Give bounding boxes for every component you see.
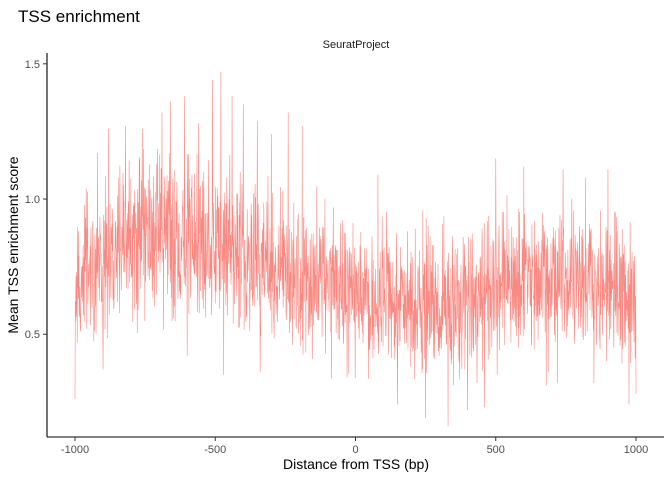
y-axis-ticks: 0.5 1.0 1.5 <box>25 59 47 341</box>
facet-strip-label: SeuratProject <box>323 39 390 51</box>
x-tick-label: 500 <box>487 444 505 456</box>
y-axis-title: Mean TSS enrichment score <box>5 156 21 333</box>
x-tick-label: -500 <box>204 444 226 456</box>
tss-profile-series <box>74 71 637 427</box>
x-tick-label: -1000 <box>61 444 89 456</box>
y-tick-label: 1.5 <box>25 59 40 71</box>
x-tick-label: 1000 <box>624 444 648 456</box>
y-tick-label: 1.0 <box>25 194 40 206</box>
y-tick-label: 0.5 <box>25 329 40 341</box>
x-axis-ticks: -1000 -500 0 500 1000 <box>61 437 648 456</box>
x-axis-title: Distance from TSS (bp) <box>283 456 429 472</box>
chart-title: TSS enrichment <box>18 7 140 26</box>
series-line <box>74 71 637 427</box>
x-tick-label: 0 <box>352 444 358 456</box>
